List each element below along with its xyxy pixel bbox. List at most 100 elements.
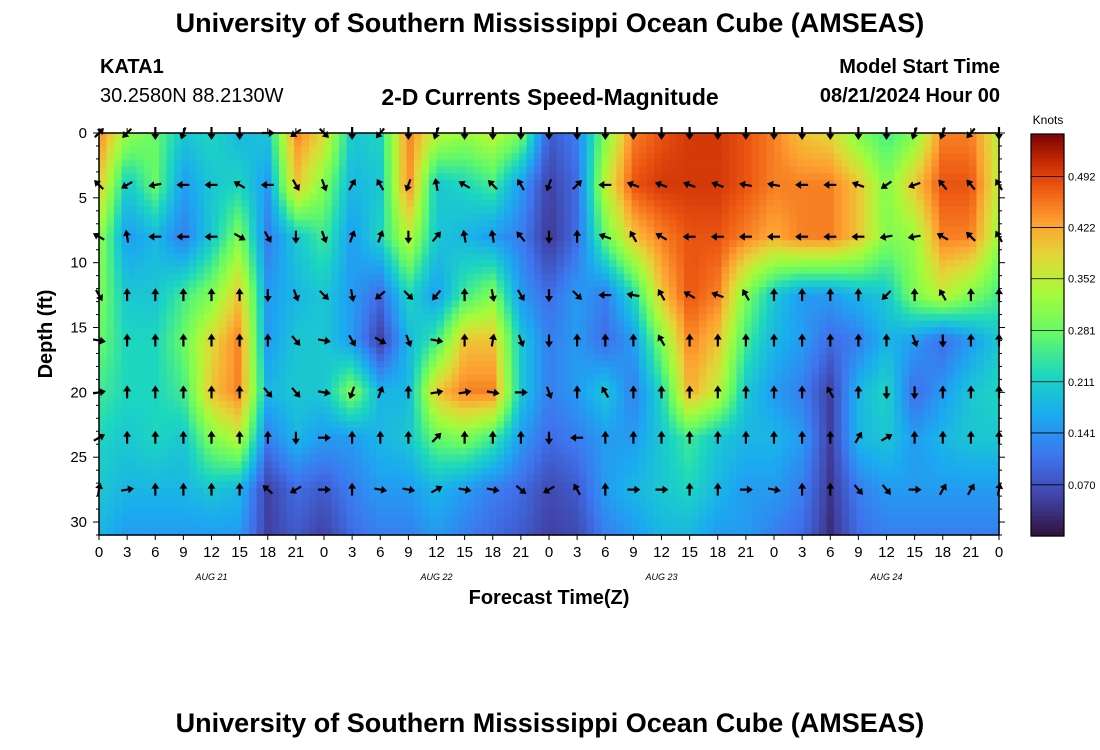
heatmap-cell [354, 133, 363, 141]
heatmap-cell [541, 367, 550, 375]
heatmap-cell [181, 300, 190, 308]
heatmap-cell [564, 293, 573, 302]
heatmap-cell [886, 206, 895, 214]
heatmap-cell [849, 200, 858, 208]
heatmap-cell [721, 367, 730, 375]
heatmap-cell [436, 159, 445, 168]
heatmap-cell [346, 360, 355, 369]
heatmap-cell [706, 213, 715, 221]
heatmap-cell [721, 280, 730, 288]
heatmap-cell [721, 380, 730, 389]
heatmap-cell [376, 166, 385, 174]
heatmap-cell [924, 367, 933, 375]
heatmap-cell [99, 233, 108, 241]
heatmap-cell [406, 320, 415, 328]
heatmap-cell [639, 380, 648, 389]
heatmap-cell [744, 401, 753, 409]
heatmap-cell [916, 133, 925, 141]
heatmap-cell [609, 387, 618, 395]
heatmap-cell [286, 307, 295, 315]
heatmap-cell [804, 307, 813, 315]
heatmap-cell [901, 374, 910, 382]
heatmap-cell [909, 380, 918, 389]
heatmap-cell [924, 387, 933, 395]
heatmap-cell [744, 367, 753, 375]
heatmap-cell [114, 320, 123, 328]
heatmap-cell [684, 354, 693, 362]
heatmap-cell [444, 313, 453, 322]
heatmap-cell [864, 387, 873, 395]
heatmap-cell [751, 260, 760, 268]
heatmap-cell [916, 327, 925, 335]
heatmap-cell [969, 401, 978, 409]
heatmap-cell [564, 139, 573, 147]
heatmap-cell [961, 287, 970, 295]
heatmap-cell [729, 186, 738, 194]
heatmap-cell [879, 347, 888, 355]
heatmap-cell [361, 159, 370, 168]
heatmap-cell [414, 186, 423, 194]
heatmap-cell [271, 380, 280, 389]
heatmap-cell [781, 360, 790, 369]
heatmap-cell [946, 213, 955, 221]
heatmap-cell [781, 300, 790, 308]
heatmap-cell [204, 401, 213, 409]
heatmap-cell [744, 280, 753, 288]
heatmap-cell [594, 267, 603, 275]
heatmap-cell [459, 407, 468, 415]
heatmap-cell [444, 334, 453, 342]
heatmap-cell [219, 287, 228, 295]
heatmap-cell [661, 280, 670, 288]
heatmap-cell [376, 313, 385, 322]
heatmap-cell [939, 401, 948, 409]
heatmap-cell [399, 313, 408, 322]
heatmap-cell [909, 153, 918, 161]
heatmap-cell [946, 327, 955, 335]
heatmap-cell [976, 367, 985, 375]
heatmap-cell [856, 193, 865, 201]
heatmap-cell [174, 327, 183, 335]
heatmap-cell [166, 159, 175, 168]
heatmap-cell [984, 360, 993, 369]
heatmap-cell [444, 320, 453, 328]
heatmap-cell [346, 267, 355, 275]
heatmap-cell [174, 387, 183, 395]
heatmap-cell [646, 360, 655, 369]
heatmap-cell [459, 146, 468, 154]
heatmap-cell [219, 146, 228, 154]
heatmap-cell [106, 401, 115, 409]
heatmap-cell [894, 193, 903, 201]
heatmap-cell [556, 287, 565, 295]
heatmap-cell [444, 153, 453, 161]
heatmap-cell [159, 367, 168, 375]
heatmap-cell [744, 380, 753, 389]
heatmap-cell [556, 280, 565, 288]
heatmap-cell [841, 267, 850, 275]
heatmap-cell [976, 246, 985, 255]
heatmap-cell [504, 374, 513, 382]
heatmap-cell [954, 200, 963, 208]
heatmap-cell [271, 347, 280, 355]
heatmap-cell [766, 246, 775, 255]
heatmap-cell [354, 394, 363, 402]
heatmap-cell [939, 347, 948, 355]
heatmap-cell [901, 394, 910, 402]
heatmap-cell [714, 220, 723, 228]
heatmap-cell [774, 287, 783, 295]
heatmap-cell [759, 293, 768, 302]
heatmap-cell [136, 146, 145, 154]
heatmap-cell [354, 179, 363, 188]
heatmap-cell [339, 139, 348, 147]
heatmap-cell [774, 327, 783, 335]
heatmap-cell [399, 246, 408, 255]
heatmap-cell [729, 374, 738, 382]
heatmap-cell [339, 367, 348, 375]
heatmap-cell [114, 246, 123, 255]
heatmap-cell [894, 273, 903, 281]
heatmap-cell [219, 387, 228, 395]
heatmap-cell [279, 313, 288, 322]
heatmap-cell [406, 200, 415, 208]
heatmap-cell [654, 240, 663, 248]
heatmap-cell [976, 280, 985, 288]
heatmap-cell [819, 139, 828, 147]
